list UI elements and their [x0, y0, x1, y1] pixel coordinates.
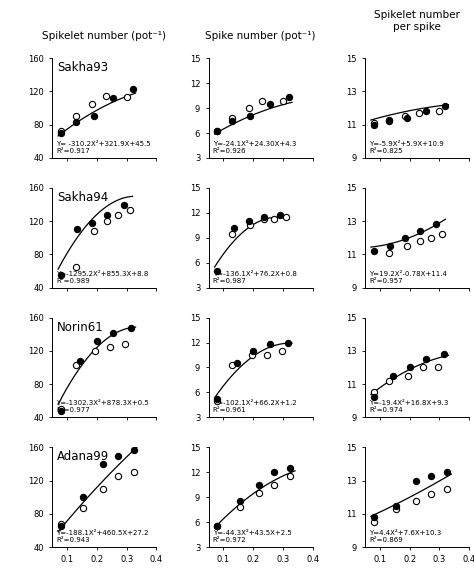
Text: Spikelet number
per spike: Spikelet number per spike — [374, 10, 460, 32]
Text: Spikelet number (pot⁻¹): Spikelet number (pot⁻¹) — [42, 31, 166, 41]
Text: Sakha93: Sakha93 — [57, 61, 109, 74]
Text: Y=-5.9X²+5.9X+10.9
R²=0.825: Y=-5.9X²+5.9X+10.9 R²=0.825 — [369, 141, 444, 154]
Text: Y=-136.1X²+76.2X+0.8
R²=0.987: Y=-136.1X²+76.2X+0.8 R²=0.987 — [213, 271, 297, 283]
Text: Sakha94: Sakha94 — [57, 191, 109, 204]
Text: Y=-44.3X²+43.5X+2.5
R²=0.972: Y=-44.3X²+43.5X+2.5 R²=0.972 — [213, 530, 292, 543]
Text: Y=-1302.3X²+878.3X+0.5
R²=0.977: Y=-1302.3X²+878.3X+0.5 R²=0.977 — [56, 400, 149, 413]
Text: Y=-24.1X²+24.30X+4.3
R²=0.926: Y=-24.1X²+24.30X+4.3 R²=0.926 — [213, 141, 296, 154]
Text: Adana99: Adana99 — [57, 450, 109, 463]
Text: Spike number (pot⁻¹): Spike number (pot⁻¹) — [205, 31, 316, 41]
Text: Y= -310.2X²+321.9X+45.5
R²=0.917: Y= -310.2X²+321.9X+45.5 R²=0.917 — [56, 141, 151, 154]
Text: Y=4.4X²+7.6X+10.3
R²=0.869: Y=4.4X²+7.6X+10.3 R²=0.869 — [369, 530, 441, 543]
Text: Y=19.2X²-0.78X+11.4
R²=0.957: Y=19.2X²-0.78X+11.4 R²=0.957 — [369, 271, 447, 283]
Text: Norin61: Norin61 — [57, 321, 104, 333]
Text: Y=-188.1X²+460.5X+27.2
R²=0.943: Y=-188.1X²+460.5X+27.2 R²=0.943 — [56, 530, 149, 543]
Text: Y=-1295.2X²+855.3X+8.8
R²=0.989: Y=-1295.2X²+855.3X+8.8 R²=0.989 — [56, 271, 149, 283]
Text: Y=-102.1X²+66.2X+1.2
R²=0.961: Y=-102.1X²+66.2X+1.2 R²=0.961 — [213, 400, 296, 413]
Text: Y=-19.4X²+16.8X+9.3
R²=0.974: Y=-19.4X²+16.8X+9.3 R²=0.974 — [369, 400, 448, 413]
